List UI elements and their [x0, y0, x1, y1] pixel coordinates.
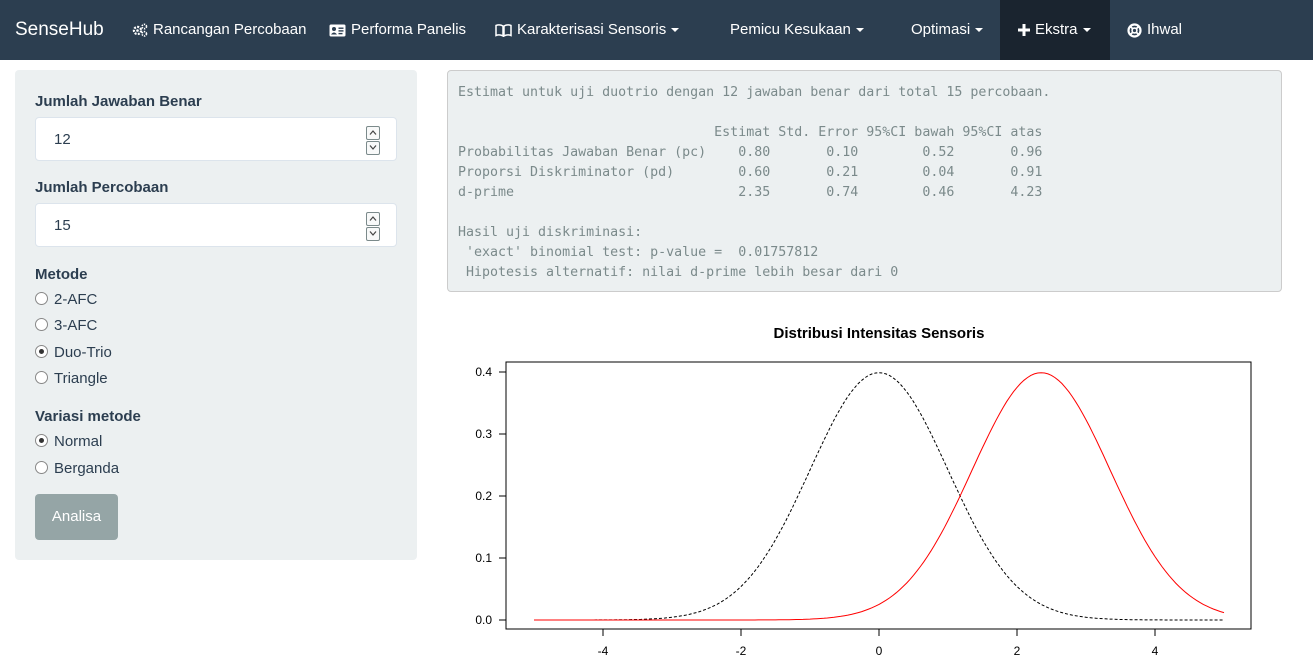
radio-method-2afc[interactable]: 2-AFC: [35, 291, 97, 308]
caret-down-icon: [671, 28, 680, 33]
output-line: Hasil uji diskriminasi:: [458, 225, 643, 240]
nav-label: Pemicu Kesukaan: [730, 21, 851, 38]
x-tick-label: 0: [876, 644, 883, 658]
nav-performa-panelis[interactable]: Performa Panelis: [329, 0, 466, 60]
radio-label: 3-AFC: [54, 317, 98, 334]
plot-svg: Distribusi Intensitas Sensoris -4 -2 0 2 4 0.…: [475, 325, 1252, 658]
nav-rancangan-percobaan[interactable]: Rancangan Percobaan: [132, 0, 306, 60]
x-tick-label: 4: [1152, 644, 1159, 658]
plus-icon: [1018, 24, 1030, 37]
radio-method-triangle[interactable]: Triangle: [35, 370, 108, 387]
radio-label: Normal: [54, 433, 103, 450]
output-line: Estimat Std. Error 95%CI bawah 95%CI ata…: [458, 125, 1043, 140]
radio-button[interactable]: [35, 292, 48, 305]
life-ring-icon: [1127, 22, 1142, 38]
nav-ekstra[interactable]: Ekstra: [1000, 0, 1110, 60]
radio-button[interactable]: [35, 461, 48, 474]
navbar: SenseHub Rancangan Percobaan Performa Pa…: [0, 0, 1313, 60]
output-line: d-prime 2.35 0.74 0.46 4.23: [458, 185, 1043, 200]
radio-label: Berganda: [54, 460, 120, 477]
x-tick-label: -4: [598, 644, 609, 658]
nav-karakterisasi-sensoris[interactable]: Karakterisasi Sensoris: [495, 0, 680, 60]
cogs-icon: [132, 23, 148, 37]
radio-button-selected[interactable]: [35, 434, 48, 447]
analyze-button[interactable]: Analisa: [35, 494, 118, 540]
trials-label: Jumlah Percobaan: [35, 179, 169, 196]
radio-button[interactable]: [35, 371, 48, 384]
sample-distribution-curve: [534, 372, 1225, 621]
spin-up-icon[interactable]: [366, 126, 380, 140]
nav-ihwal[interactable]: Ihwal: [1127, 0, 1182, 60]
radio-label: Duo-Trio: [54, 344, 112, 361]
id-card-icon: [329, 24, 346, 37]
caret-down-icon: [1082, 28, 1091, 33]
number-spinner[interactable]: [366, 126, 380, 155]
radio-label: Triangle: [54, 370, 108, 387]
radio-method-duo-trio[interactable]: Duo-Trio: [35, 344, 112, 361]
reference-distribution-curve: [534, 372, 1224, 621]
nav-optimasi[interactable]: Optimasi: [911, 0, 984, 60]
radio-label: 2-AFC: [54, 291, 98, 308]
intensity-distribution-plot: Distribusi Intensitas Sensoris -4 -2 0 2 4 0.…: [447, 310, 1297, 670]
radio-method-3afc[interactable]: 3-AFC: [35, 317, 97, 334]
analysis-output: Estimat untuk uji duotrio dengan 12 jawa…: [447, 70, 1282, 292]
y-tick-label: 0.1: [475, 551, 492, 565]
nav-label: Optimasi: [911, 21, 971, 38]
caret-down-icon: [855, 28, 864, 33]
output-line: Estimat untuk uji duotrio dengan 12 jawa…: [458, 85, 1051, 100]
radio-variation-normal[interactable]: Normal: [35, 433, 102, 450]
correct-answers-input[interactable]: 12: [35, 117, 397, 161]
number-spinner[interactable]: [366, 212, 380, 241]
y-tick-label: 0.2: [475, 489, 492, 503]
spin-up-icon[interactable]: [366, 212, 380, 226]
radio-variation-berganda[interactable]: Berganda: [35, 460, 119, 477]
y-tick-label: 0.3: [475, 427, 492, 441]
nav-label: Performa Panelis: [351, 21, 467, 38]
chart-title: Distribusi Intensitas Sensoris: [774, 325, 985, 342]
chart-curves: [534, 372, 1225, 621]
x-tick-label: 2: [1014, 644, 1021, 658]
output-line: Proporsi Diskriminator (pd) 0.60 0.21 0.…: [458, 165, 1043, 180]
spin-down-icon[interactable]: [366, 227, 380, 241]
sidebar-panel: Jumlah Jawaban Benar 12 Jumlah Percobaan…: [15, 70, 417, 560]
trials-input[interactable]: 15: [35, 203, 397, 247]
chart-axes: -4 -2 0 2 4 0.0 0.1 0.2 0.3 0.4: [475, 365, 1158, 658]
spin-down-icon[interactable]: [366, 141, 380, 155]
nav-label: Karakterisasi Sensoris: [517, 21, 667, 38]
caret-down-icon: [975, 28, 984, 33]
book-icon: [495, 23, 512, 37]
output-line: Probabilitas Jawaban Benar (pc) 0.80 0.1…: [458, 145, 1043, 160]
correct-answers-value: 12: [54, 131, 71, 148]
y-tick-label: 0.0: [475, 613, 492, 627]
y-tick-label: 0.4: [475, 365, 492, 379]
output-line: 'exact' binomial test: p-value = 0.01757…: [458, 245, 819, 260]
nav-label: Ihwal: [1147, 21, 1183, 38]
radio-button-selected[interactable]: [35, 345, 48, 358]
x-tick-label: -2: [736, 644, 747, 658]
nav-label: Rancangan Percobaan: [153, 21, 307, 38]
output-text: Estimat untuk uji duotrio dengan 12 jawa…: [458, 83, 1050, 283]
brand-logo[interactable]: SenseHub: [15, 19, 104, 40]
radio-button[interactable]: [35, 318, 48, 331]
trials-value: 15: [54, 217, 71, 234]
nav-pemicu-kesukaan[interactable]: Pemicu Kesukaan: [730, 0, 864, 60]
output-line: Hipotesis alternatif: nilai d-prime lebi…: [458, 265, 899, 280]
correct-answers-label: Jumlah Jawaban Benar: [35, 93, 202, 110]
nav-label: Ekstra: [1035, 21, 1078, 38]
plot-frame: [505, 361, 1252, 630]
method-label: Metode: [35, 266, 88, 283]
variation-label: Variasi metode: [35, 408, 141, 425]
